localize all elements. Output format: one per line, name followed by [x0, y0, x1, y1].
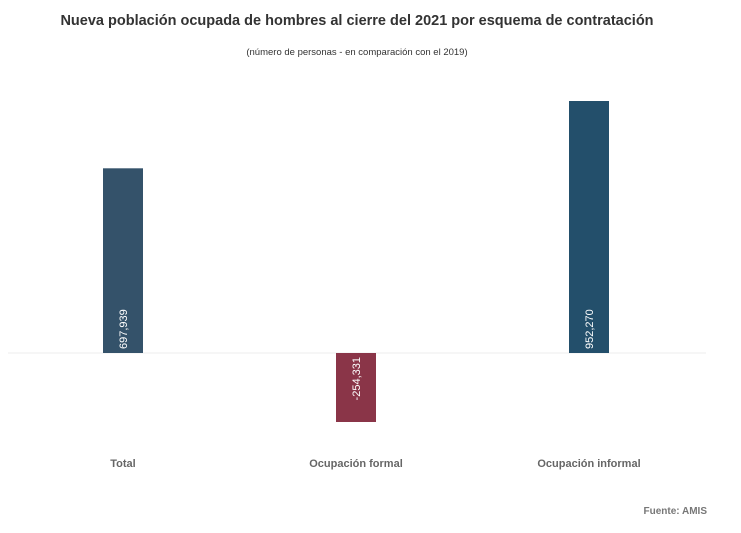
data-label-2: 952,270	[584, 309, 596, 349]
bar-2[interactable]	[569, 101, 609, 353]
chart-subtitle: (número de personas - en comparación con…	[246, 47, 468, 58]
category-label-0: Total	[110, 458, 135, 470]
bar-1[interactable]	[336, 353, 376, 422]
category-label-2: Ocupación informal	[537, 458, 640, 470]
bar-0[interactable]	[103, 168, 143, 353]
source-note: Fuente: AMIS	[643, 506, 707, 517]
category-label-1: Ocupación formal	[309, 458, 403, 470]
chart-title: Nueva población ocupada de hombres al ci…	[60, 13, 654, 29]
data-label-0: 697,939	[118, 309, 130, 349]
data-label-1: -254,331	[351, 357, 363, 400]
